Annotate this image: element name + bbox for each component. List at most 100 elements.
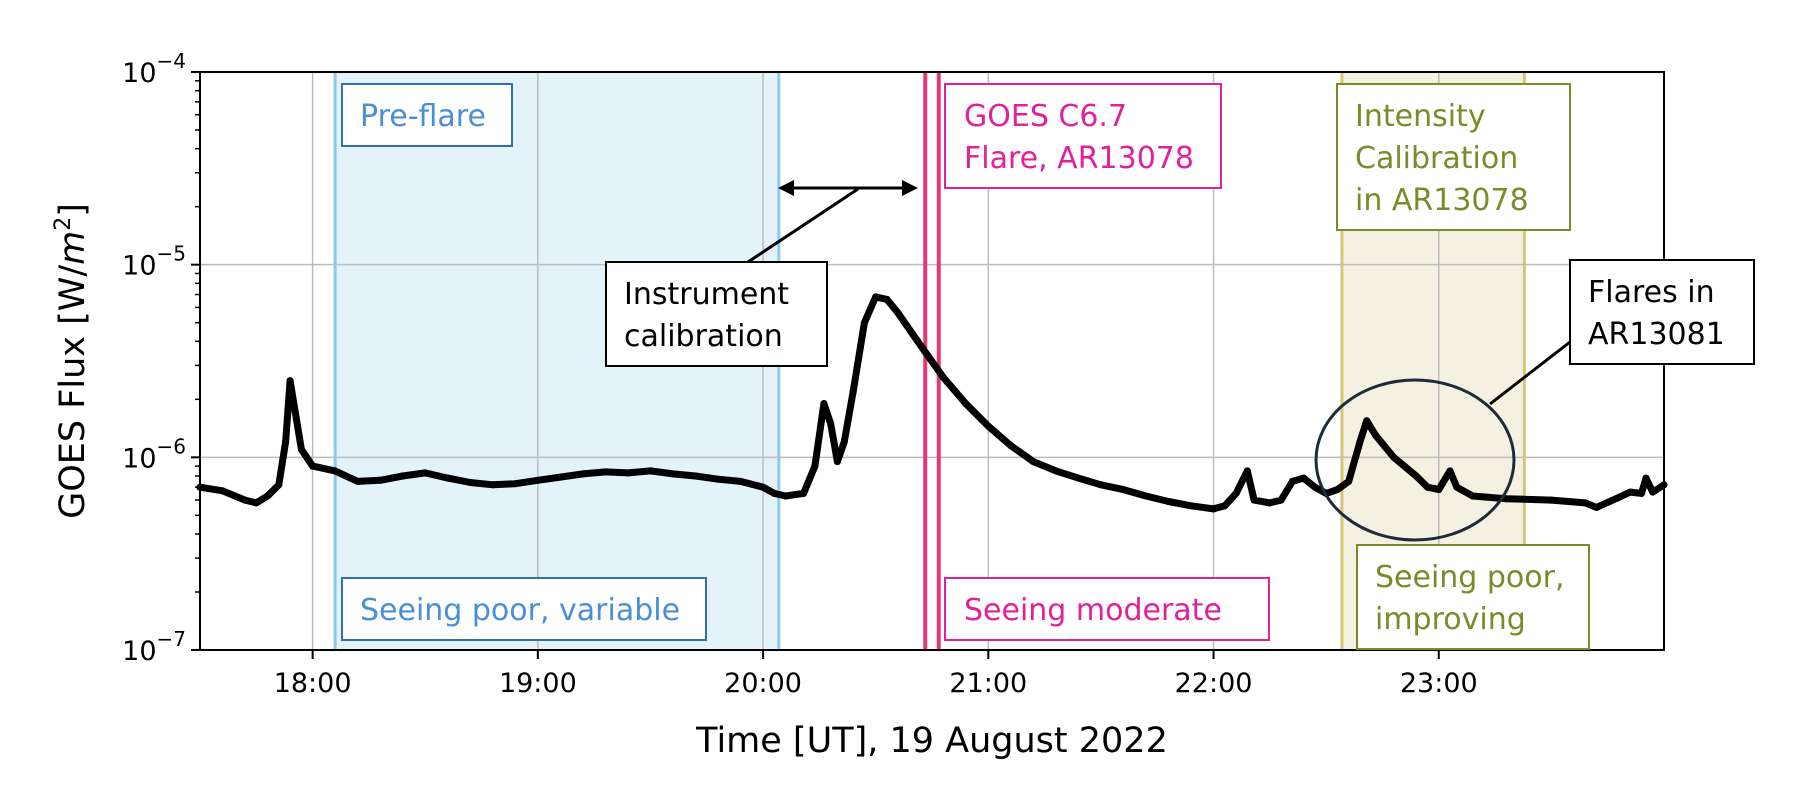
data-point [827, 419, 835, 427]
x-tick-label: 20:00 [724, 668, 802, 699]
data-point [556, 473, 564, 481]
ar13081-connector-line [1489, 340, 1571, 406]
annotation-preflare: Pre-flare [341, 83, 513, 147]
y-tick-label: 10−7 [122, 627, 186, 667]
y-tick-label: 10−5 [122, 242, 186, 282]
data-point [883, 295, 891, 303]
data-point [1424, 483, 1431, 491]
annotation-seeing-poor-improving-text: Seeing poor, improving [1375, 560, 1574, 637]
y-tick-label: 10−4 [122, 49, 186, 89]
data-point [1649, 488, 1657, 496]
annotation-instrument-calibration: Instrument calibration [605, 261, 828, 367]
data-point [1007, 442, 1015, 450]
x-axis-title: Time [UT], 19 August 2022 [695, 721, 1168, 761]
data-point [917, 342, 925, 350]
data-point [1232, 489, 1240, 497]
data-point [1453, 483, 1461, 491]
data-point [1345, 477, 1353, 485]
data-point [286, 377, 294, 385]
annotation-seeing-poor-variable: Seeing poor, variable [341, 577, 707, 641]
data-point [1288, 477, 1296, 485]
data-point [444, 474, 452, 482]
series-layer [196, 293, 1668, 513]
data-point [714, 475, 722, 483]
data-point [282, 438, 290, 446]
data-point [800, 489, 808, 497]
data-point [770, 489, 778, 497]
data-point [421, 469, 429, 477]
data-point [1626, 488, 1634, 496]
data-point [759, 483, 767, 491]
data-point [1390, 453, 1398, 461]
data-point [297, 445, 305, 453]
data-point [624, 469, 632, 477]
data-point [252, 499, 260, 507]
data-point [579, 470, 587, 478]
annotation-goes-flare-text: GOES C6.7 Flare, AR13078 [964, 99, 1194, 176]
data-point [1052, 467, 1060, 475]
data-point [399, 472, 407, 480]
data-point [1029, 458, 1037, 466]
data-point [1412, 472, 1420, 480]
annotation-seeing-moderate: Seeing moderate [944, 577, 1270, 641]
data-point [466, 479, 474, 486]
data-point [737, 477, 745, 485]
data-point [275, 481, 283, 489]
data-point [1592, 503, 1600, 511]
event-lines [923, 72, 941, 650]
data-point [647, 467, 654, 475]
data-point [601, 468, 609, 476]
data-point [849, 387, 857, 395]
data-point [511, 480, 519, 488]
annotation-seeing-moderate-text: Seeing moderate [964, 593, 1222, 628]
y-axis-ticks: 10−7 10−6 10−5 10−4 [122, 49, 200, 667]
data-point [1119, 486, 1127, 494]
data-point [1221, 502, 1229, 510]
data-point [1187, 502, 1195, 510]
data-point [1243, 467, 1251, 475]
x-tick-label: 22:00 [1175, 668, 1253, 699]
data-point [1097, 481, 1105, 489]
data-point [1277, 496, 1285, 504]
data-point [669, 470, 677, 478]
data-point [1363, 417, 1371, 425]
data-point [1356, 438, 1364, 446]
data-point [489, 481, 497, 489]
data-point [376, 476, 384, 484]
data-point [1435, 486, 1443, 494]
data-point [1372, 431, 1380, 439]
data-point [1266, 499, 1274, 507]
data-point [219, 487, 226, 495]
data-point [1333, 486, 1341, 494]
data-point [534, 476, 542, 484]
data-point [1469, 492, 1477, 500]
data-point [962, 400, 970, 408]
data-point [1638, 489, 1645, 497]
data-point [1581, 499, 1589, 507]
annotation-seeing-poor-variable-text: Seeing poor, variable [360, 593, 680, 628]
annotation-intensity-calibration: Intensity Calibration in AR13078 [1336, 83, 1571, 231]
annotation-flares-ar13081: Flares in AR13081 [1569, 259, 1755, 365]
data-point [1250, 496, 1258, 504]
data-point [309, 462, 317, 470]
data-point [1165, 498, 1172, 505]
data-point [291, 404, 299, 412]
data-point [1210, 505, 1217, 513]
data-point [984, 422, 992, 430]
data-point [1615, 493, 1623, 501]
data-point [692, 472, 699, 480]
annotation-flares-ar13081-text: Flares in AR13081 [1588, 275, 1725, 352]
x-axis-ticks: 18:00 19:00 20:00 21:00 22:00 23:00 [274, 650, 1478, 699]
data-point [331, 467, 339, 475]
ar13081-flares-ellipse [1314, 378, 1516, 542]
data-point [820, 400, 828, 408]
data-point [833, 458, 841, 466]
data-point [1074, 474, 1082, 482]
data-point [241, 496, 249, 504]
x-tick-label: 21:00 [949, 668, 1027, 699]
annotation-intensity-calibration-text: Intensity Calibration in AR13078 [1355, 99, 1529, 218]
data-point [1446, 467, 1454, 475]
data-point [264, 492, 272, 500]
data-point [894, 309, 902, 317]
